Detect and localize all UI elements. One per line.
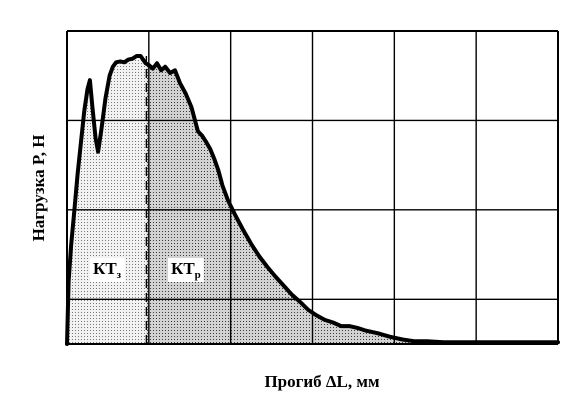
y-axis-label: Нагрузка P, Н <box>29 135 48 242</box>
region-right-label-main: КТ <box>171 259 195 278</box>
region-right-label-bg <box>168 258 204 282</box>
region-right-label-sub: р <box>195 269 201 281</box>
region-left-label-main: КТ <box>93 259 117 278</box>
region-left-fill <box>67 56 147 344</box>
region-labels-group: КТз КТр <box>90 258 204 282</box>
region-left-label-sub: з <box>117 269 122 281</box>
region-right-label: КТр <box>171 259 201 281</box>
region-left-label: КТз <box>93 259 122 281</box>
region-left-label-bg <box>90 258 125 282</box>
x-axis-label: Прогиб ΔL, мм <box>264 372 380 391</box>
regions-group <box>67 56 558 344</box>
region-right-fill <box>146 63 558 344</box>
load-curve-line <box>65 54 560 346</box>
